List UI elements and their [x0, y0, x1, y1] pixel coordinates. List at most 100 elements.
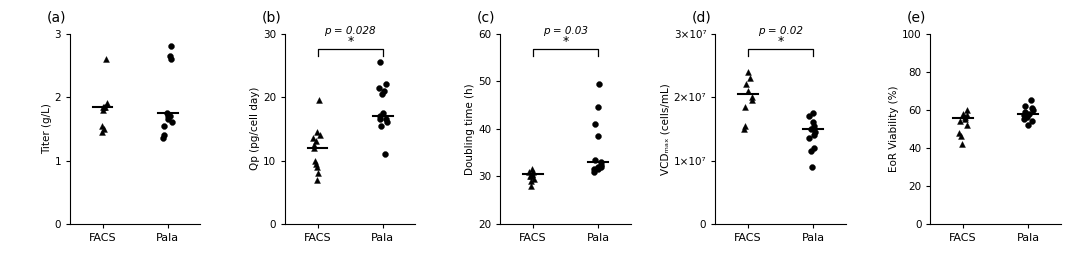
Point	[590, 81, 607, 86]
Point	[954, 142, 971, 146]
Y-axis label: Titer (g/L): Titer (g/L)	[42, 103, 52, 154]
Point	[305, 136, 322, 141]
Point	[95, 127, 112, 131]
Point	[523, 172, 541, 176]
Point	[311, 98, 328, 102]
Text: *: *	[778, 35, 784, 48]
Point	[806, 130, 823, 134]
Point	[589, 167, 606, 171]
Point	[956, 115, 974, 120]
Point	[805, 146, 822, 150]
Point	[158, 111, 176, 115]
Point	[802, 127, 820, 131]
Point	[374, 92, 391, 96]
Point	[956, 117, 974, 122]
Point	[95, 108, 112, 112]
Point	[155, 133, 172, 137]
Point	[94, 130, 111, 134]
Point	[741, 76, 758, 80]
Point	[950, 130, 967, 135]
Point	[523, 172, 541, 176]
Point	[803, 165, 821, 169]
Point	[308, 162, 325, 166]
Point	[163, 44, 180, 48]
Point	[952, 119, 969, 123]
Point	[743, 98, 760, 102]
Point	[94, 123, 111, 128]
Point	[959, 108, 976, 112]
Point	[1021, 111, 1038, 116]
Point	[163, 57, 180, 61]
Point	[1022, 98, 1039, 102]
Point	[1019, 123, 1036, 127]
Point	[308, 165, 325, 169]
Point	[1016, 117, 1033, 122]
Point	[592, 162, 610, 167]
Point	[372, 117, 389, 122]
Text: p = 0.03: p = 0.03	[543, 25, 588, 36]
Point	[306, 158, 323, 163]
Point	[736, 104, 753, 109]
Point	[592, 160, 610, 164]
Point	[95, 104, 112, 109]
Point	[378, 82, 395, 87]
Point	[159, 117, 177, 122]
Point	[521, 174, 538, 179]
Point	[375, 111, 392, 115]
Y-axis label: Doubling time (h): Doubling time (h)	[465, 83, 475, 175]
Point	[306, 146, 323, 150]
Point	[308, 130, 325, 134]
Text: (b): (b)	[262, 11, 281, 25]
Point	[520, 169, 537, 174]
Point	[376, 88, 393, 93]
Point	[306, 143, 323, 147]
Point	[737, 123, 754, 128]
Point	[378, 120, 395, 125]
Point	[805, 120, 822, 125]
Point	[522, 179, 540, 183]
Point	[592, 165, 610, 169]
Point	[98, 101, 115, 106]
Point	[376, 152, 393, 157]
Point	[1019, 115, 1036, 120]
Point	[806, 133, 823, 137]
Point	[523, 167, 541, 171]
Point	[1016, 113, 1033, 118]
Text: (c): (c)	[477, 11, 495, 25]
Point	[959, 123, 976, 127]
Point	[1017, 109, 1034, 114]
Point	[586, 167, 603, 171]
Point	[590, 105, 607, 109]
Point	[803, 111, 821, 115]
Point	[1024, 119, 1041, 123]
Point	[587, 157, 604, 162]
Point	[308, 177, 325, 182]
Point	[377, 117, 394, 122]
Point	[372, 60, 389, 64]
Text: (d): (d)	[691, 11, 712, 25]
Point	[738, 82, 755, 87]
Point	[155, 123, 172, 128]
Point	[370, 114, 388, 118]
Text: p = 0.02: p = 0.02	[758, 25, 803, 36]
Point	[806, 123, 823, 128]
Point	[952, 134, 969, 139]
Point	[743, 95, 760, 99]
Point	[586, 122, 603, 126]
Point	[955, 111, 973, 116]
Point	[740, 69, 757, 74]
Point	[307, 139, 324, 144]
Text: *: *	[562, 35, 569, 48]
Point	[163, 120, 180, 125]
Text: *: *	[347, 35, 353, 48]
Point	[800, 114, 817, 118]
Point	[802, 149, 820, 153]
Point	[800, 136, 817, 141]
Point	[522, 174, 540, 179]
Point	[586, 169, 603, 174]
Point	[96, 104, 113, 109]
Point	[736, 127, 753, 131]
Point	[740, 88, 757, 93]
Y-axis label: VCDₘₐₓ (cells/mL): VCDₘₐₓ (cells/mL)	[661, 83, 671, 175]
Point	[1023, 106, 1040, 110]
